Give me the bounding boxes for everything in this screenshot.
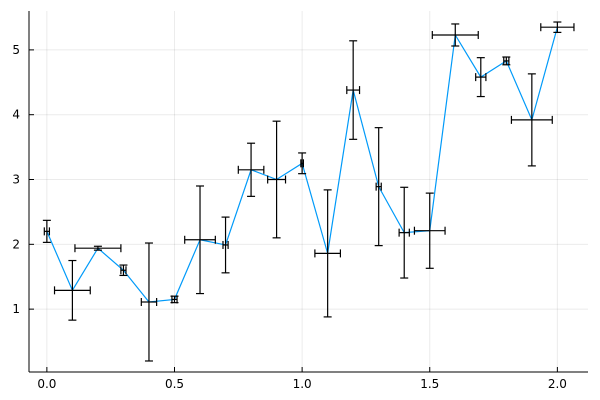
error-bar-12: [346, 40, 361, 140]
error-bar-16: [431, 23, 479, 47]
error-bar-5: [170, 295, 179, 304]
axis-layer: [28, 11, 588, 373]
error-bar-6: [184, 185, 216, 295]
error-bar-15: [413, 192, 446, 269]
error-bar-10: [298, 152, 307, 175]
grid-layer: [29, 11, 588, 372]
error-bar-11: [314, 189, 342, 318]
y-tick-label-3: 4: [12, 108, 20, 122]
error-bar-9: [267, 120, 287, 239]
error-bar-3: [119, 264, 128, 277]
error-bar-17: [475, 57, 487, 98]
errorbar-layer: [42, 21, 575, 362]
x-tick-label-0: 0.0: [37, 377, 56, 391]
y-tick-label-4: 5: [12, 43, 20, 57]
error-bar-0: [42, 219, 51, 243]
error-bar-2: [74, 244, 122, 253]
x-tick-label-2: 1.0: [293, 377, 312, 391]
x-tick-label-4: 2.0: [548, 377, 567, 391]
error-bar-8: [237, 142, 265, 197]
x-tick-label-3: 1.5: [420, 377, 439, 391]
error-bar-14: [398, 186, 410, 279]
y-tick-label-2: 3: [12, 173, 20, 187]
x-tick-label-1: 0.5: [165, 377, 184, 391]
error-bar-20: [540, 21, 575, 33]
error-bar-7: [221, 216, 230, 274]
error-bar-13: [374, 127, 383, 247]
error-bar-1: [53, 259, 91, 321]
label-layer: 0.0 0.5 1.0 1.5 2.0 1 2 3 4 5: [12, 43, 567, 391]
error-bar-18: [502, 56, 511, 66]
error-bar-4: [140, 242, 158, 362]
error-bar-19: [510, 73, 553, 167]
y-tick-label-0: 1: [12, 302, 20, 316]
y-tick-label-1: 2: [12, 237, 20, 251]
